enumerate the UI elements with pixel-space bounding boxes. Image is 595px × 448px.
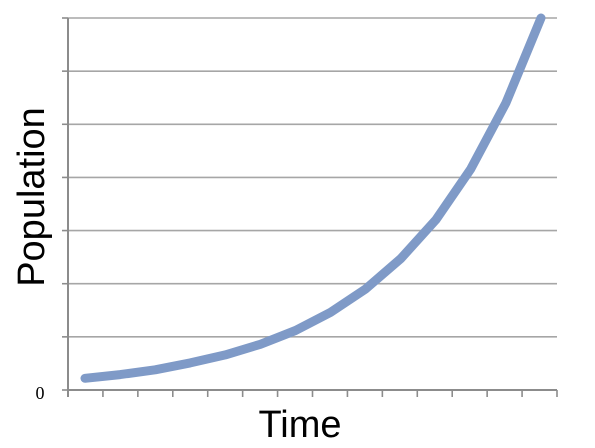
series-line xyxy=(80,13,546,383)
x-axis-title: Time xyxy=(258,404,341,446)
y-tick-label: 0 xyxy=(36,383,45,403)
gridlines xyxy=(68,17,557,338)
y-axis-title: Population xyxy=(11,107,53,287)
axes xyxy=(67,18,557,397)
series xyxy=(80,13,546,383)
x-axis-ticks xyxy=(62,17,558,397)
